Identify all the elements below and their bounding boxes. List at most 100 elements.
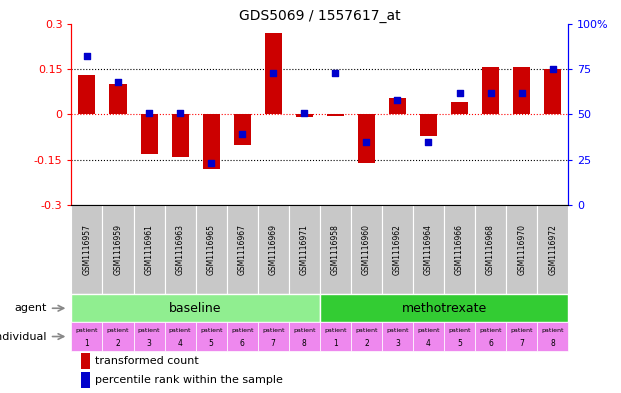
Point <box>486 90 496 96</box>
Text: 1: 1 <box>333 339 338 348</box>
Text: patient: patient <box>479 329 502 333</box>
Text: GSM1116971: GSM1116971 <box>300 224 309 275</box>
Text: 5: 5 <box>209 339 214 348</box>
Text: GSM1116959: GSM1116959 <box>114 224 122 275</box>
Text: GSM1116961: GSM1116961 <box>145 224 153 275</box>
Text: patient: patient <box>324 329 347 333</box>
Bar <box>506 322 537 351</box>
Bar <box>165 322 196 351</box>
Text: patient: patient <box>293 329 315 333</box>
Bar <box>227 205 258 294</box>
Text: GSM1116958: GSM1116958 <box>331 224 340 275</box>
Title: GDS5069 / 1557617_at: GDS5069 / 1557617_at <box>239 9 401 22</box>
Text: 7: 7 <box>271 339 276 348</box>
Point <box>361 139 371 145</box>
Text: patient: patient <box>417 329 440 333</box>
Point <box>113 79 123 85</box>
Text: 8: 8 <box>550 339 555 348</box>
Text: individual: individual <box>0 332 47 342</box>
Point <box>268 70 278 76</box>
Text: percentile rank within the sample: percentile rank within the sample <box>95 375 283 385</box>
Bar <box>351 322 382 351</box>
Text: patient: patient <box>510 329 533 333</box>
Text: patient: patient <box>448 329 471 333</box>
Text: 1: 1 <box>84 339 89 348</box>
Bar <box>165 205 196 294</box>
Text: 3: 3 <box>395 339 400 348</box>
Bar <box>327 114 344 116</box>
Bar <box>420 114 437 136</box>
Text: GSM1116970: GSM1116970 <box>517 224 526 275</box>
Bar <box>544 69 561 114</box>
Bar <box>289 205 320 294</box>
Bar <box>289 322 320 351</box>
Bar <box>71 205 102 294</box>
Bar <box>140 114 158 154</box>
Text: GSM1116969: GSM1116969 <box>269 224 278 275</box>
Point <box>424 139 433 145</box>
Point <box>206 160 216 167</box>
Text: patient: patient <box>355 329 378 333</box>
Text: GSM1116960: GSM1116960 <box>362 224 371 275</box>
Bar <box>196 205 227 294</box>
Bar <box>444 322 475 351</box>
Bar <box>506 205 537 294</box>
Text: 6: 6 <box>488 339 493 348</box>
Text: GSM1116964: GSM1116964 <box>424 224 433 275</box>
Bar <box>320 322 351 351</box>
Bar <box>482 68 499 114</box>
Text: GSM1116957: GSM1116957 <box>83 224 91 275</box>
Text: baseline: baseline <box>170 302 222 315</box>
Bar <box>71 322 102 351</box>
Point <box>299 110 309 116</box>
Bar <box>102 322 134 351</box>
Text: patient: patient <box>386 329 409 333</box>
Bar <box>258 322 289 351</box>
Point <box>455 90 465 96</box>
Bar <box>382 322 413 351</box>
Point <box>330 70 340 76</box>
Bar <box>71 294 320 322</box>
Bar <box>382 205 413 294</box>
Text: GSM1116965: GSM1116965 <box>207 224 215 275</box>
Bar <box>81 353 90 369</box>
Point <box>237 131 247 138</box>
Text: 2: 2 <box>116 339 120 348</box>
Point <box>517 90 527 96</box>
Bar <box>134 322 165 351</box>
Bar <box>102 205 134 294</box>
Text: 2: 2 <box>364 339 369 348</box>
Text: patient: patient <box>231 329 253 333</box>
Bar <box>258 205 289 294</box>
Bar <box>109 84 127 114</box>
Text: 7: 7 <box>519 339 524 348</box>
Bar <box>475 205 506 294</box>
Point <box>548 66 558 72</box>
Point <box>392 97 402 103</box>
Bar <box>475 322 506 351</box>
Text: methotrexate: methotrexate <box>401 302 487 315</box>
Bar <box>537 205 568 294</box>
Text: 4: 4 <box>426 339 431 348</box>
Text: transformed count: transformed count <box>95 356 199 366</box>
Text: patient: patient <box>542 329 564 333</box>
Bar <box>196 322 227 351</box>
Bar <box>296 114 313 118</box>
Bar <box>265 33 282 114</box>
Text: GSM1116963: GSM1116963 <box>176 224 184 275</box>
Text: patient: patient <box>200 329 222 333</box>
Text: patient: patient <box>169 329 191 333</box>
Bar <box>444 205 475 294</box>
Bar <box>171 114 189 157</box>
Bar <box>78 75 96 114</box>
Bar <box>413 205 444 294</box>
Bar <box>81 373 90 388</box>
Bar <box>537 322 568 351</box>
Bar <box>233 114 251 145</box>
Bar <box>513 68 530 114</box>
Text: GSM1116966: GSM1116966 <box>455 224 464 275</box>
Bar <box>413 322 444 351</box>
Text: GSM1116968: GSM1116968 <box>486 224 495 275</box>
Text: patient: patient <box>262 329 284 333</box>
Text: 4: 4 <box>178 339 183 348</box>
